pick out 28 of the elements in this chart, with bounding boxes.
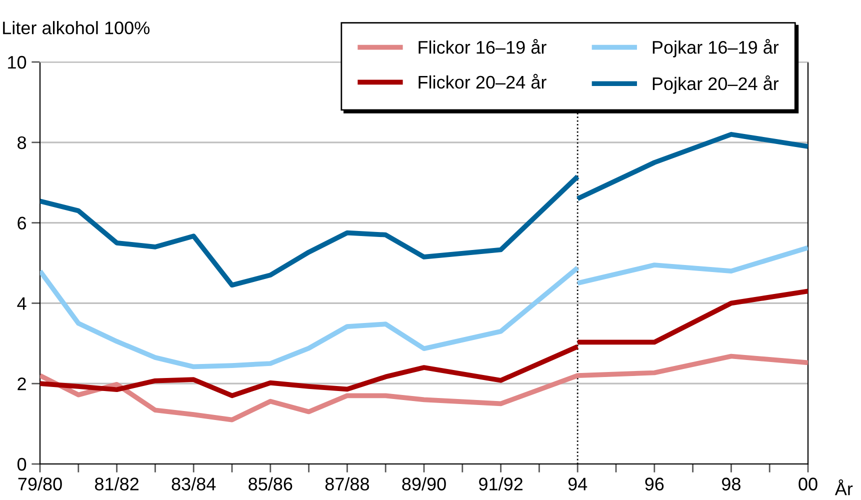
y-tick-label: 6: [18, 216, 26, 230]
y-tick-label: 8: [18, 136, 26, 150]
x-tick-label: 91/92: [479, 477, 522, 490]
y-tick-label: 4: [17, 297, 26, 310]
line-series: [575, 245, 808, 286]
legend-label: Pojkar 20–24 år: [652, 75, 779, 94]
x-tick-label: 94: [568, 478, 588, 490]
legend-label: Flickor 16–19 år: [418, 39, 546, 54]
y-tick-label: 10: [8, 56, 26, 69]
legend-label: Flickor 20–24 år: [418, 74, 546, 89]
x-tick-label: 79/80: [18, 477, 62, 490]
y-axis-title: Liter alkohol 100%: [3, 21, 150, 34]
x-tick-label: 85/86: [248, 477, 292, 490]
x-tick-label: 87/88: [325, 477, 370, 490]
x-tick-label: 98: [722, 478, 740, 490]
legend-label: Pojkar 16–19 år: [652, 39, 779, 58]
line-series: [40, 265, 580, 370]
x-tick-label: 00: [798, 478, 818, 490]
x-tick-label: 89/90: [402, 477, 446, 490]
x-tick-label: 83/84: [172, 477, 216, 490]
y-tick-label: 2: [18, 378, 26, 390]
x-axis-title: År: [834, 479, 853, 496]
x-tick-label: 96: [645, 478, 664, 490]
y-tick-label: 0: [17, 458, 26, 471]
line-series: [40, 354, 808, 422]
x-tick-label: 81/82: [94, 477, 138, 490]
line-series: [40, 174, 580, 288]
line-series: [575, 132, 808, 202]
